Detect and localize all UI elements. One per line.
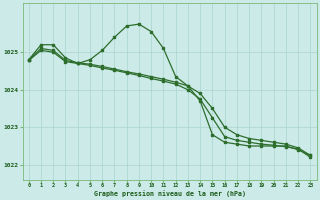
X-axis label: Graphe pression niveau de la mer (hPa): Graphe pression niveau de la mer (hPa): [93, 190, 245, 197]
